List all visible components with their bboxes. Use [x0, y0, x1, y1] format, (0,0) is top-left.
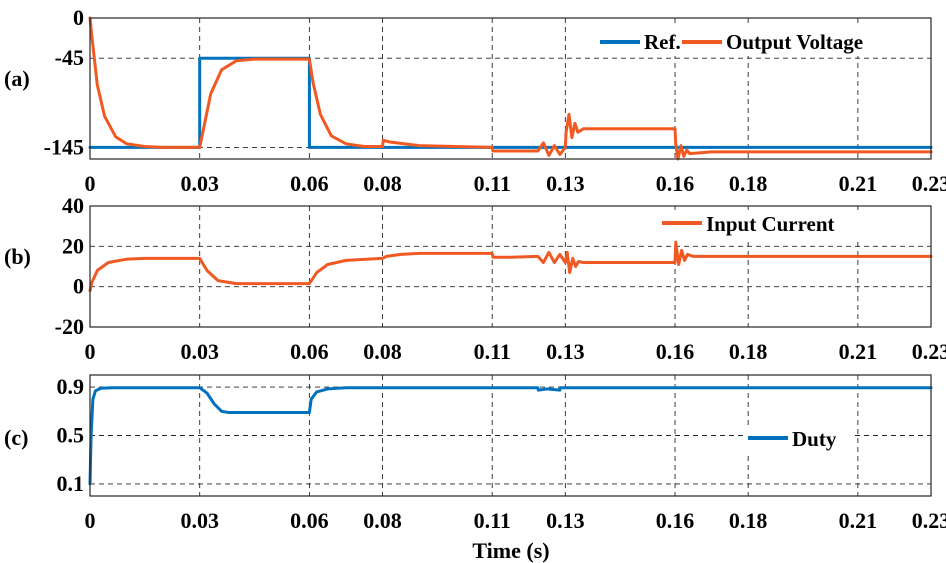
panel-b-legend: Input Current	[658, 210, 864, 238]
panel-a: (a) 0 -45 -145 0 0.03 0.06 0.08 0.11 0.13 0.16 0.…	[4, 5, 946, 196]
panel-a-y-tick-label: -145	[44, 134, 84, 159]
panel-b-x-tick-label: 0	[85, 339, 96, 364]
panel-a-x-tick-label: 0.18	[729, 171, 768, 196]
legend-duty-label: Duty	[792, 427, 837, 451]
panel-a-x-tick-label: 0.21	[839, 171, 878, 196]
panel-b-y-tick-label: 40	[62, 193, 84, 218]
panel-a-x-tick-label: 0.08	[363, 171, 402, 196]
panel-c-x-tick-label: 0.03	[180, 508, 219, 533]
panel-a-y-tick-label: -45	[55, 45, 84, 70]
panel-b-label: (b)	[4, 244, 31, 269]
panel-b-x-tick-label: 0.11	[474, 339, 511, 364]
panel-a-label: (a)	[4, 66, 30, 91]
panel-c-y-tick-label: 0.1	[57, 471, 85, 496]
panel-a-y-tick-label: 0	[73, 5, 84, 30]
panel-b-y-tick-label: -20	[55, 314, 84, 339]
panel-c-grid	[90, 375, 931, 496]
panel-a-x-tick-label: 0.11	[474, 171, 511, 196]
panel-a-legend-box	[594, 26, 898, 56]
panel-b-x-tick-label: 0.13	[546, 339, 585, 364]
panel-a-x-tick-label: 0	[85, 171, 96, 196]
panel-b-axes	[89, 205, 932, 328]
panel-b-y-tick-label: 0	[73, 274, 84, 299]
panel-c-axes	[89, 374, 932, 497]
panel-a-x-tick-label: 0.06	[290, 171, 329, 196]
panel-c: (c) 0.90.50.1 0 0.03 0.06 0.08 0.11 0.13 0.16 0…	[4, 374, 946, 533]
panel-b-x-ticks: 0 0.03 0.06 0.08 0.11 0.13 0.16 0.18 0.21 0.23	[85, 339, 946, 364]
panel-b-x-tick-label: 0.23	[912, 339, 946, 364]
panel-c-x-tick-label: 0.13	[546, 508, 585, 533]
panel-a-x-tick-label: 0.03	[180, 171, 219, 196]
panel-a-x-tick-label: 0.23	[912, 171, 946, 196]
panel-b-x-tick-label: 0.06	[290, 339, 329, 364]
panel-c-x-tick-label: 0.16	[656, 508, 695, 533]
panel-c-x-tick-label: 0.21	[839, 508, 878, 533]
legend-output-voltage-label: Output Voltage	[726, 30, 863, 54]
panel-a-y-ticks: 0 -45 -145	[44, 5, 84, 159]
panel-c-y-tick-label: 0.5	[57, 423, 85, 448]
panel-c-x-tick-label: 0	[85, 508, 96, 533]
legend-input-current-label: Input Current	[706, 212, 835, 236]
x-axis-label: Time (s)	[472, 538, 549, 563]
legend-ref-label: Ref.	[644, 30, 681, 54]
panel-c-x-tick-label: 0.08	[363, 508, 402, 533]
panel-a-axes	[89, 17, 932, 160]
panel-c-x-tick-label: 0.06	[290, 508, 329, 533]
panel-b-x-tick-label: 0.21	[839, 339, 878, 364]
panel-c-y-tick-label: 0.9	[57, 374, 85, 399]
panel-b-y-tick-label: 20	[62, 233, 84, 258]
panel-a-series	[88, 16, 933, 161]
panel-a-x-tick-label: 0.16	[656, 171, 695, 196]
panel-a-x-tick-label: 0.13	[546, 171, 585, 196]
panel-c-x-tick-label: 0.23	[912, 508, 946, 533]
panel-c-label: (c)	[4, 425, 28, 450]
panel-c-legend: Duty	[744, 425, 854, 453]
panel-b-series-0-line	[88, 240, 933, 293]
panel-b-y-ticks: 40 20 0 -20	[55, 193, 84, 339]
panel-c-series-0-line	[88, 386, 933, 486]
panel-b-x-tick-label: 0.18	[729, 339, 768, 364]
panel-b-series	[88, 240, 933, 293]
panel-a-x-ticks: 0 0.03 0.06 0.08 0.11 0.13 0.16 0.18 0.21 0.23	[85, 171, 946, 196]
panel-b-x-tick-label: 0.08	[363, 339, 402, 364]
panel-c-x-tick-label: 0.11	[474, 508, 511, 533]
panel-c-y-ticks: 0.9 0.5 0.1	[57, 374, 85, 496]
panel-a-series-1-line	[88, 16, 933, 161]
panel-c-x-tick-label: 0.18	[729, 508, 768, 533]
panel-b-x-tick-label: 0.03	[180, 339, 219, 364]
panel-a-legend: Ref. Output Voltage	[594, 26, 898, 56]
panel-c-series	[88, 386, 933, 486]
panel-b-x-tick-label: 0.16	[656, 339, 695, 364]
panel-c-x-ticks: 0 0.03 0.06 0.08 0.11 0.13 0.16 0.18 0.21 0.23	[85, 508, 946, 533]
